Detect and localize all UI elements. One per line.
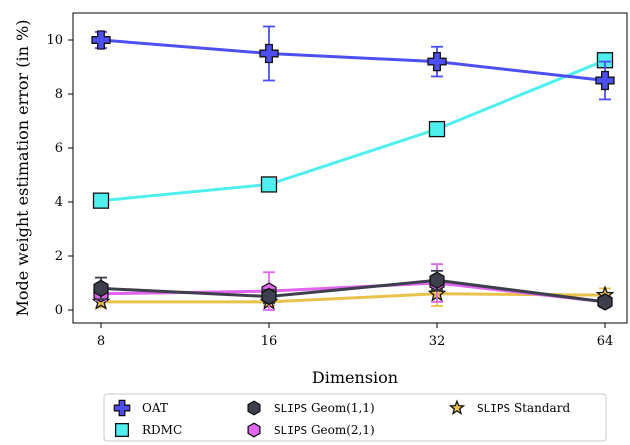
data-point [93,279,109,298]
series-oat [91,25,615,101]
data-point [259,43,279,64]
x-tick-label: 8 [97,334,105,349]
y-tick-label: 0 [55,303,63,318]
data-point [91,30,111,50]
x-tick-label: 16 [261,334,278,349]
legend-marker [247,422,261,438]
series-slips-geom-1-1- [93,269,613,311]
data-point [92,192,110,209]
y-axis-label: Mode weight estimation error (in %) [13,20,32,317]
data-point [427,51,447,72]
y-tick-label: 2 [55,249,63,264]
data-point [597,293,613,311]
legend-marker [448,399,466,415]
legend-marker [113,399,131,417]
y-tick-label: 4 [55,195,63,210]
series-layer [91,25,615,311]
y-axis: 0 2 4 6 8 10 [46,33,73,318]
legend-entry: OAT [142,401,168,415]
data-point [261,287,277,306]
legend-entry: RDMC [142,423,182,437]
legend-marker [114,422,130,438]
data-point [429,271,445,290]
legend-entry: SLIPS Geom(2,1) [274,423,375,437]
x-tick-label: 64 [597,334,614,349]
y-tick-label: 8 [55,87,63,102]
legend: OAT RDMC SLIPS Geom(1,1) SLIPS Geom(2,1) SLI… [103,393,607,442]
x-tick-label: 32 [429,334,446,349]
x-axis-label: Dimension [312,368,398,387]
data-point [260,176,278,193]
plot-frame [72,12,628,324]
data-point [428,120,446,138]
series-line [100,38,606,82]
legend-marker [247,400,261,416]
legend-entry: SLIPS Geom(1,1) [274,401,375,415]
legend-entry: SLIPS Standard [477,401,570,415]
series-line [100,58,606,203]
series-rdmc [92,52,614,209]
y-tick-label: 6 [55,141,63,156]
x-axis: 8 16 32 64 [97,323,613,349]
series-line [101,292,606,304]
y-tick-label: 10 [46,33,63,48]
series-line [100,278,606,304]
data-point [595,70,615,91]
legend-frame [103,393,607,442]
